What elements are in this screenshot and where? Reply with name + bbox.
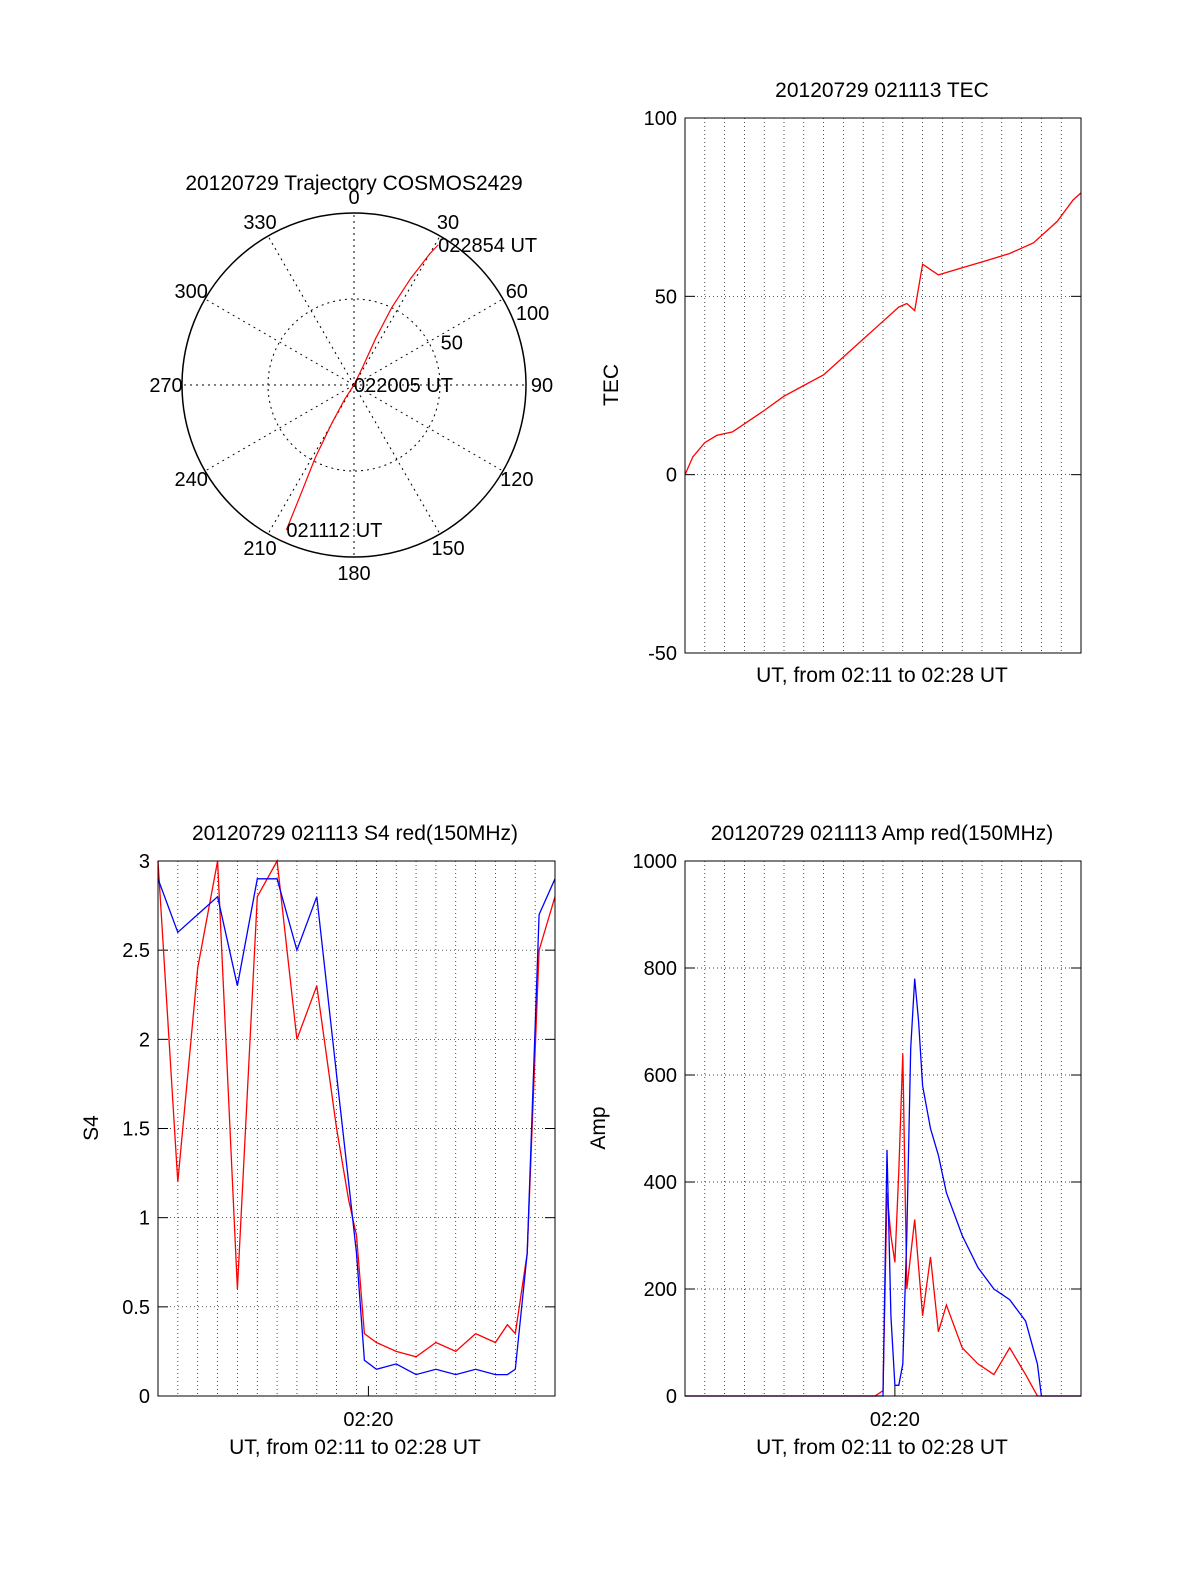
polar-angle-tick-label: 270 [149,375,182,397]
polar-angle-ticks: 0 30 60 90 120 150 180 210 240 270 300 330 [149,187,553,585]
amp-ytick-label: 0 [666,1386,677,1408]
amp-x-ticks: 02:20 [870,1386,920,1431]
amp-ytick-label: 1000 [633,851,678,873]
amp-series-line [685,978,1081,1397]
trajectory-time-label: 022854 UT [438,235,537,257]
trajectory-time-label: 021112 UT [286,520,382,542]
polar-angle-tick-label: 300 [174,281,207,303]
amp-y-ticks: 0 200 400 600 800 1000 [633,851,1081,1408]
s4-ytick-label: 2.5 [122,940,150,962]
polar-angle-tick-label: 120 [500,469,533,491]
polar-angle-tick-label: 30 [437,212,459,234]
s4-plot: 20120729 021113 S4 red(150MHz) 0 0.5 1 1.5 2… [80,822,556,1459]
polar-grid-spoke [353,235,441,386]
tec-title: 20120729 021113 TEC [775,79,989,102]
tec-ytick-label: 100 [644,108,677,130]
s4-xlabel: UT, from 02:11 to 02:28 UT [229,1436,481,1459]
s4-xtick-label: 02:20 [343,1409,393,1431]
s4-ytick-label: 0 [139,1386,150,1408]
s4-ytick-label: 2 [139,1029,150,1051]
polar-radial-ticks: 50 100 [441,303,550,354]
s4-series [157,858,556,1376]
polar-angle-tick-label: 60 [506,281,528,303]
trajectory-line [285,244,439,531]
trajectory-time-labels: 022854 UT 022005 UT 021112 UT [286,235,537,542]
amp-title: 20120729 021113 Amp red(150MHz) [711,822,1053,845]
s4-ytick-label: 1.5 [122,1119,150,1141]
amp-ytick-label: 600 [644,1065,677,1087]
s4-ytick-label: 1 [139,1208,150,1230]
tec-ytick-label: 50 [655,286,677,308]
amp-ytick-label: 200 [644,1279,677,1301]
s4-plot-frame [157,860,556,1397]
polar-radial-tick-label: 50 [441,332,463,354]
amp-xlabel: UT, from 02:11 to 02:28 UT [756,1436,1008,1459]
polar-grid-spoke [204,298,355,386]
polar-trajectory-plot: 20120729 Trajectory COSMOS2429 0 30 60 90 12… [149,172,553,585]
amp-ytick-label: 800 [644,958,677,980]
s4-title: 20120729 021113 S4 red(150MHz) [192,822,518,845]
amp-series [685,978,1081,1397]
polar-grid-spoke [353,384,504,472]
s4-series-line [157,858,556,1358]
tec-plot-frame [684,117,1082,654]
tec-ytick-label: 0 [666,465,677,487]
tec-plot: 20120729 021113 TEC -50 0 50 100 UT, from 0… [600,79,1082,687]
polar-angle-tick-label: 210 [243,538,276,560]
polar-grid [181,212,527,558]
polar-angle-tick-label: 180 [337,563,370,585]
polar-grid-spoke [267,235,355,386]
polar-angle-tick-label: 240 [174,469,207,491]
polar-title: 20120729 Trajectory COSMOS2429 [185,172,522,195]
amp-plot: 20120729 021113 Amp red(150MHz) 0 200 400 6… [587,822,1082,1459]
polar-radial-tick-label: 100 [516,303,549,325]
polar-angle-tick-label: 150 [431,538,464,560]
s4-x-ticks: 02:20 [343,1386,393,1431]
trajectory-time-label: 022005 UT [354,375,453,397]
tec-ylabel: TEC [600,364,623,406]
s4-y-ticks: 0 0.5 1 1.5 2 2.5 3 [122,851,555,1408]
s4-series-line [157,878,556,1376]
polar-grid-spoke [353,298,504,386]
tec-series [684,192,1082,475]
polar-grid-spoke [267,384,355,535]
tec-ytick-label: -50 [648,643,677,665]
s4-ylabel: S4 [80,1115,103,1141]
polar-grid-spoke [204,384,355,472]
s4-ytick-label: 3 [139,851,150,873]
polar-angle-tick-label: 90 [531,375,553,397]
polar-outer-circle [181,212,527,558]
s4-ytick-label: 0.5 [122,1297,150,1319]
polar-angle-tick-label: 330 [243,212,276,234]
polar-grid-spoke [353,384,441,535]
polar-angle-tick-label: 0 [348,187,359,209]
amp-xtick-label: 02:20 [870,1409,920,1431]
tec-xlabel: UT, from 02:11 to 02:28 UT [756,664,1008,687]
amp-ylabel: Amp [587,1106,610,1149]
amp-ytick-label: 400 [644,1172,677,1194]
tec-series-line [684,192,1082,475]
amp-plot-frame [684,860,1082,1397]
